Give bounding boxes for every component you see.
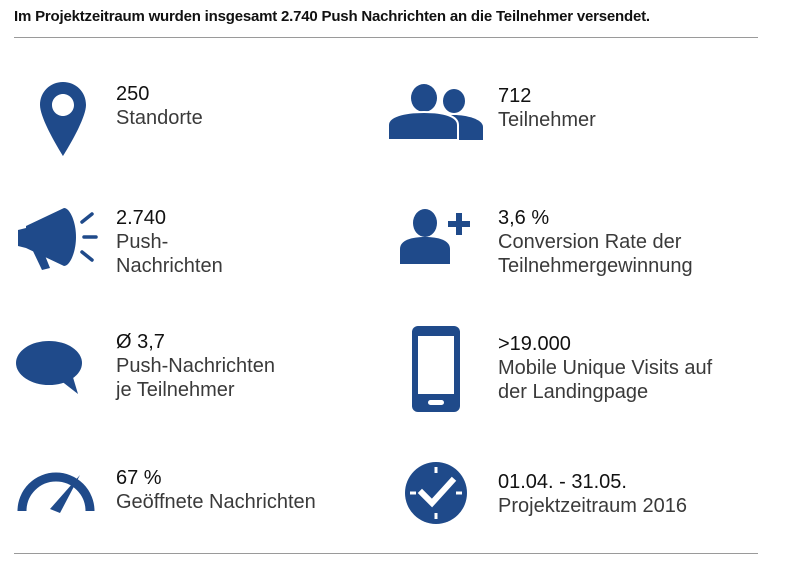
stat-value: 2.740 [116, 207, 167, 229]
speech-bubble-icon [16, 341, 82, 394]
stat-label: Projektzeitraum 2016 [498, 495, 687, 517]
speedometer-icon [17, 472, 95, 513]
stat-label: Teilnehmer [498, 109, 596, 131]
map-pin-icon [40, 82, 86, 156]
stat-label: Nachrichten [116, 255, 223, 277]
clock-check-icon [405, 462, 467, 524]
stat-label: Standorte [116, 107, 203, 129]
stat-label: je Teilnehmer [116, 379, 235, 401]
stat-value: Ø 3,7 [116, 331, 165, 353]
top-divider [14, 37, 758, 38]
page-headline: Im Projektzeitraum wurden insgesamt 2.74… [14, 8, 650, 25]
stat-label: Teilnehmergewinnung [498, 255, 693, 277]
stat-value: 3,6 % [498, 207, 550, 229]
bottom-divider [14, 553, 758, 554]
stat-label: Push- [116, 231, 169, 253]
stat-value: >19.000 [498, 333, 571, 355]
stat-value: 67 % [116, 467, 162, 489]
stat-label: Push-Nachrichten [116, 355, 275, 377]
add-user-icon [400, 209, 470, 264]
stat-label: der Landingpage [498, 381, 649, 403]
megaphone-icon [18, 208, 98, 270]
stat-value: 250 [116, 83, 150, 105]
people-icon [388, 84, 483, 140]
stat-label: Mobile Unique Visits auf [498, 357, 713, 379]
stat-label: Conversion Rate der [498, 231, 682, 253]
stat-value: 712 [498, 85, 532, 107]
stat-value: 01.04. - 31.05. [498, 471, 627, 493]
stat-label: Geöffnete Nachrichten [116, 491, 316, 513]
smartphone-icon [412, 326, 460, 412]
